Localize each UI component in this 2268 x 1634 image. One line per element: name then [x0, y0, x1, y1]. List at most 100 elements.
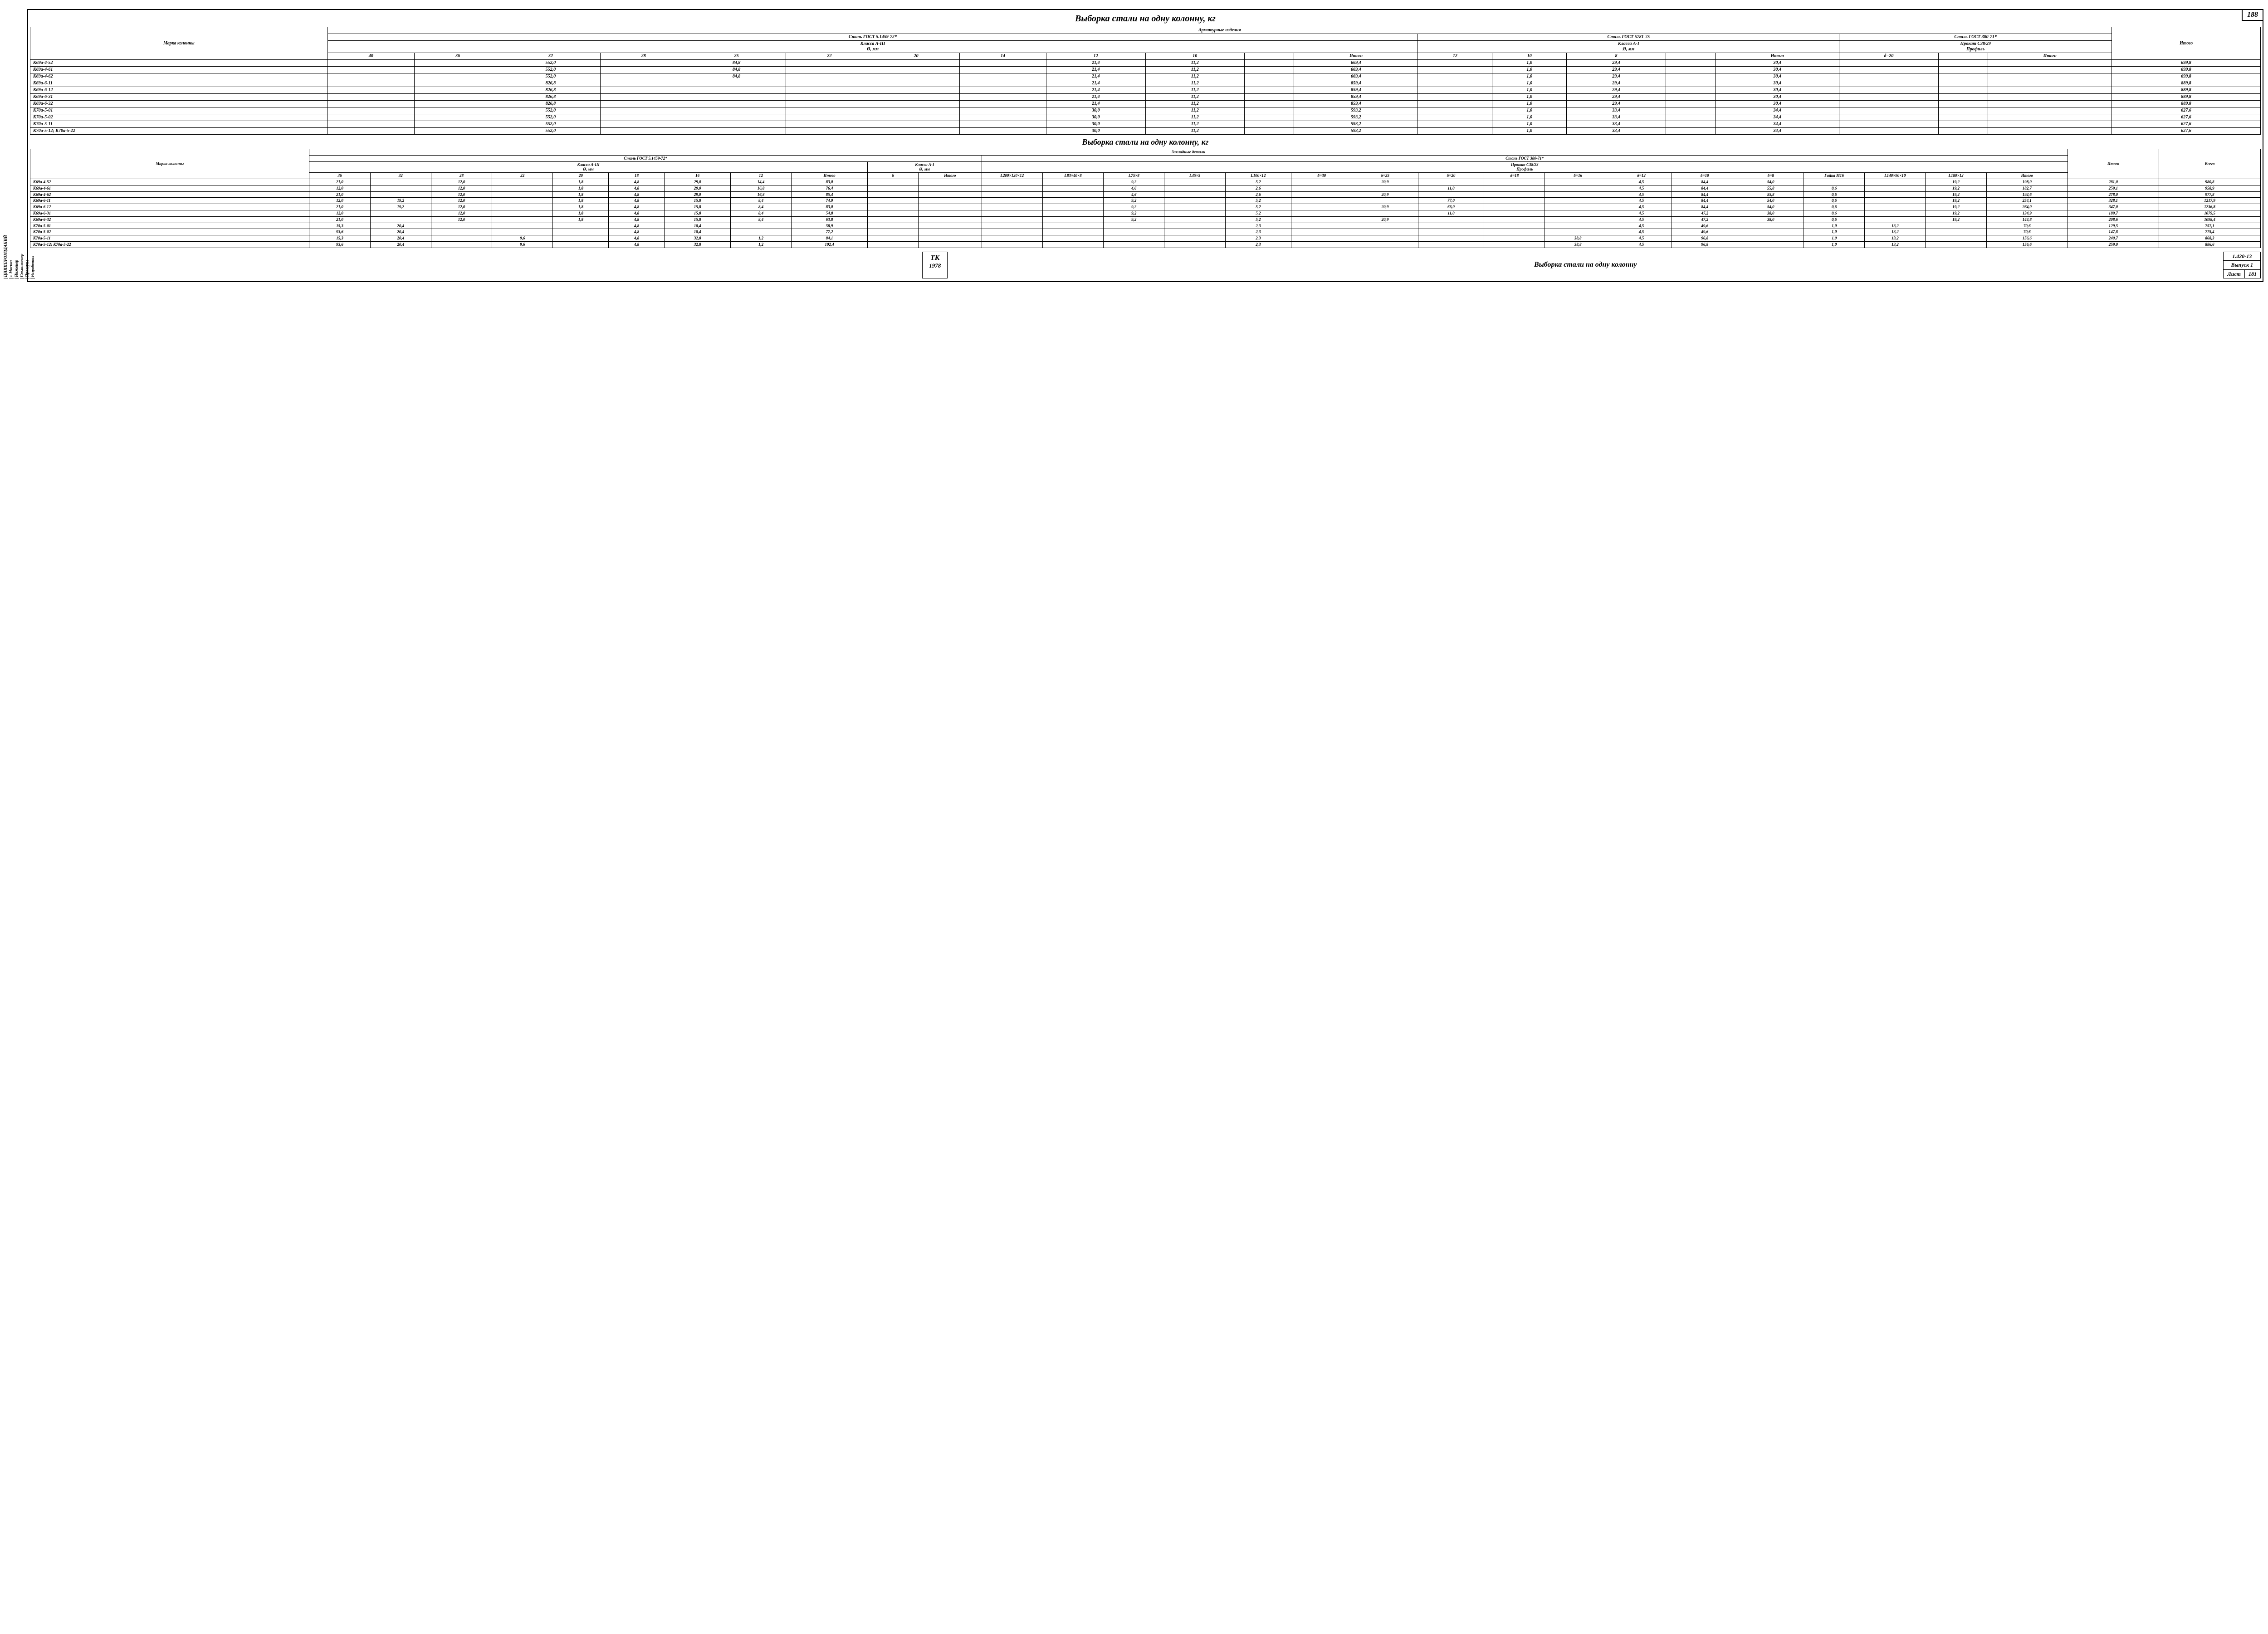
table-row: К70а-5-12; К70а-5-22552,030,011,2593,21,…: [30, 128, 2261, 135]
cell: [982, 204, 1042, 210]
cell: [414, 101, 501, 107]
cell: [1545, 229, 1611, 235]
cell: 30,4: [1716, 67, 1839, 73]
cell: [1666, 67, 1715, 73]
row-name: К69а-6-32: [30, 216, 309, 223]
col-hdr: 12: [1046, 53, 1145, 60]
cell: [687, 80, 786, 87]
cell: [1484, 191, 1545, 198]
cell: 19,2: [1926, 179, 1986, 185]
cell: 20,4: [370, 241, 431, 248]
cell: 21,4: [1046, 80, 1145, 87]
cell: 4,8: [609, 216, 665, 223]
cell: 1,8: [553, 191, 609, 198]
cell: [1418, 223, 1484, 229]
cell: 4,8: [609, 191, 665, 198]
cell: [687, 101, 786, 107]
cell: [687, 107, 786, 114]
cell: 868,3: [2159, 235, 2261, 242]
cell: 16,8: [730, 191, 791, 198]
cell: [1545, 204, 1611, 210]
row-name: К69а-6-32: [30, 101, 328, 107]
h-g2a: Класса А-IØ, мм: [1418, 41, 1839, 53]
cell: 1,8: [553, 216, 609, 223]
cell: 1098,4: [2159, 216, 2261, 223]
cell: 20,4: [370, 235, 431, 242]
cell: [1352, 235, 1418, 242]
cell: [873, 60, 959, 67]
cell: 12,0: [431, 179, 492, 185]
cell: 30,4: [1716, 87, 1839, 94]
cell: [1245, 94, 1294, 101]
cell: 29,4: [1567, 80, 1666, 87]
cell: [1484, 235, 1545, 242]
cell: 33,4: [1567, 128, 1666, 135]
col-hdr: 32: [370, 173, 431, 179]
cell: [786, 94, 873, 101]
cell: 699,8: [2112, 60, 2261, 67]
cell: [1545, 223, 1611, 229]
cell: 1,0: [1492, 94, 1567, 101]
cell: [959, 87, 1046, 94]
cell: [553, 235, 609, 242]
col-hdr: δ=20: [1839, 53, 1939, 60]
col-hdr: Итого: [792, 173, 868, 179]
cell: 30,0: [1046, 114, 1145, 121]
cell: 552,0: [501, 60, 601, 67]
cell: 11,0: [1418, 185, 1484, 191]
cell: [1418, 241, 1484, 248]
cell: 70,6: [1986, 223, 2068, 229]
cell: 2,6: [1225, 191, 1291, 198]
cell: 12,0: [431, 216, 492, 223]
h2-marka: Марка колонны: [30, 149, 309, 179]
cell: 12,0: [431, 198, 492, 204]
cell: [1988, 87, 2112, 94]
cell: [600, 67, 687, 73]
cell: [1988, 121, 2112, 128]
row-name: К70а-5-01: [30, 107, 328, 114]
cell: [873, 73, 959, 80]
cell: 0,6: [1804, 191, 1864, 198]
cell: 1,2: [730, 235, 791, 242]
cell: 8,4: [730, 204, 791, 210]
col-hdr: 25: [687, 53, 786, 60]
cell: 4,8: [609, 235, 665, 242]
cell: [370, 216, 431, 223]
cell: 1,0: [1492, 128, 1567, 135]
cell: 34,4: [1716, 121, 1839, 128]
cell: 134,9: [1986, 210, 2068, 216]
cell: 102,4: [792, 241, 868, 248]
cell: 4,6: [1104, 185, 1164, 191]
h-g3a: Прокат С38/29Профиль: [1839, 41, 2112, 53]
cell: 9,2: [1104, 210, 1164, 216]
row-name: К70а-5-02: [30, 114, 328, 121]
cell: [600, 121, 687, 128]
cell: 11,2: [1145, 87, 1245, 94]
page-number-box: 188: [2242, 9, 2263, 21]
cell: 15,8: [665, 198, 730, 204]
cell: 2,3: [1225, 229, 1291, 235]
h2-vsego: Всего: [2159, 149, 2261, 179]
cell: 83,0: [792, 204, 868, 210]
cell: 669,4: [1294, 60, 1418, 67]
cell: 254,1: [1986, 198, 2068, 204]
h-g3: Сталь ГОСТ 380-71*: [1839, 34, 2112, 41]
table-row: К69а-6-11826,821,411,2859,41,029,430,488…: [30, 80, 2261, 87]
cell: [1545, 185, 1611, 191]
cell: [867, 235, 918, 242]
cell: 32,8: [665, 241, 730, 248]
cell: 18,4: [665, 223, 730, 229]
cell: [1666, 94, 1715, 101]
cell: [873, 101, 959, 107]
cell: [1418, 101, 1492, 107]
row-name: К69а-4-61: [30, 185, 309, 191]
cell: 9,2: [1104, 216, 1164, 223]
cell: 19,2: [1926, 185, 1986, 191]
cell: 4,8: [609, 204, 665, 210]
cell: [414, 73, 501, 80]
sidebar-signatures: ЦНИИПРОМЗДАНИЙ г. Москва Инженер Ст.инже…: [3, 10, 27, 281]
cell: 8,4: [730, 216, 791, 223]
cell: 32,8: [665, 235, 730, 242]
table-row: К70а-5-0293,620,44,818,477,22,34,549,61,…: [30, 229, 2261, 235]
cell: [959, 121, 1046, 128]
